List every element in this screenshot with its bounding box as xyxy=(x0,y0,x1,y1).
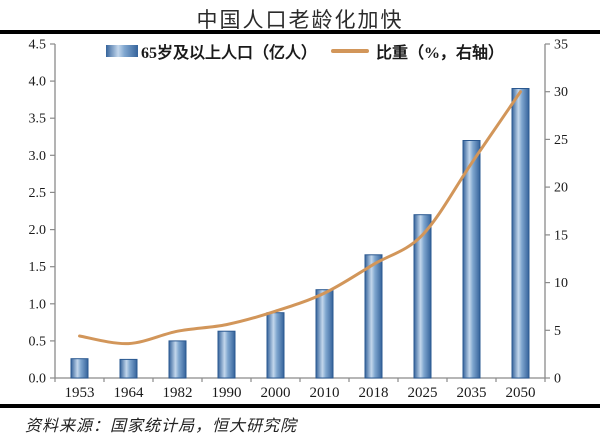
chart-generated: 0.00.51.01.52.02.53.03.54.04.50510152025… xyxy=(29,38,569,402)
line-series-swatch-icon xyxy=(331,49,369,53)
source-note: 资料来源：国家统计局，恒大研究院 xyxy=(25,418,298,435)
x-axis-category-label: 1964 xyxy=(114,385,145,401)
legend-line-label: 比重（%，右轴） xyxy=(376,45,505,62)
right-axis-tick-label: 20 xyxy=(554,181,568,196)
x-axis-category-label: 1953 xyxy=(65,385,95,401)
left-axis-tick-label: 3.0 xyxy=(29,149,47,164)
right-axis-tick-label: 30 xyxy=(554,85,568,100)
left-axis-tick-label: 3.5 xyxy=(29,112,47,127)
x-axis-category-label: 2010 xyxy=(310,385,340,401)
right-axis-tick-label: 0 xyxy=(554,372,561,387)
x-axis-category-label: 2000 xyxy=(261,385,291,401)
bar xyxy=(511,88,530,379)
left-axis-tick-label: 2.0 xyxy=(29,223,47,238)
bar xyxy=(413,214,432,379)
right-axis-tick-label: 5 xyxy=(554,324,561,339)
x-axis-category-label: 1982 xyxy=(163,385,193,401)
bottom-divider-rule xyxy=(0,404,600,408)
bar xyxy=(364,254,383,379)
x-axis-category-label: 2035 xyxy=(457,385,487,401)
chart-legend: 65岁及以上人口（亿人） 比重（%，右轴） xyxy=(55,39,555,63)
legend-item-line: 比重（%，右轴） xyxy=(331,39,504,63)
left-axis-tick-label: 2.5 xyxy=(29,186,47,201)
x-axis-category-label: 2025 xyxy=(408,385,438,401)
bar xyxy=(217,330,236,379)
bar xyxy=(119,358,138,379)
left-axis-tick-label: 1.0 xyxy=(29,297,47,312)
right-axis-tick-label: 35 xyxy=(554,38,568,53)
bar xyxy=(315,289,334,379)
left-axis-tick-label: 1.5 xyxy=(29,260,47,275)
left-axis-tick-label: 0.0 xyxy=(29,372,47,387)
x-axis-category-label: 2018 xyxy=(359,385,389,401)
bar xyxy=(462,140,481,379)
left-axis-tick-label: 4.5 xyxy=(29,38,47,53)
left-axis-tick-label: 0.5 xyxy=(29,334,47,349)
left-axis-tick-label: 4.0 xyxy=(29,75,47,90)
right-axis-tick-label: 10 xyxy=(554,276,568,291)
x-axis-category-label: 1990 xyxy=(212,385,242,401)
right-axis-tick-label: 15 xyxy=(554,228,568,243)
bar-series-swatch-icon xyxy=(105,45,138,57)
bar xyxy=(168,340,187,379)
right-axis-tick-label: 25 xyxy=(554,133,568,148)
trend-line xyxy=(78,90,522,346)
bar xyxy=(70,358,89,379)
top-divider-rule xyxy=(0,30,600,34)
chart-title: 中国人口老龄化加快 xyxy=(196,8,404,32)
bar xyxy=(266,312,285,379)
legend-item-bars: 65岁及以上人口（亿人） xyxy=(105,39,317,63)
legend-bar-label: 65岁及以上人口（亿人） xyxy=(140,45,317,62)
x-axis-category-label: 2050 xyxy=(506,385,536,401)
